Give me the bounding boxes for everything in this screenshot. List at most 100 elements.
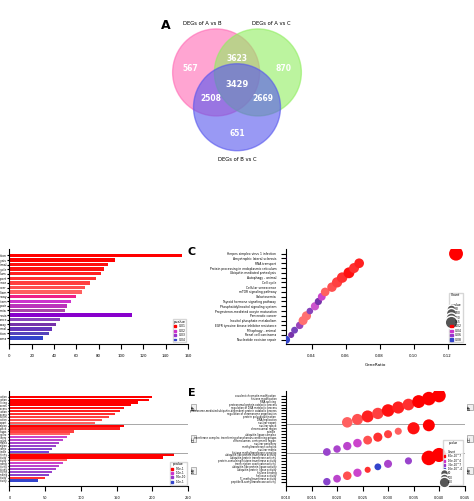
- Bar: [9, 445, 56, 447]
- Bar: [9, 323, 56, 326]
- Point: [435, 392, 443, 400]
- Bar: [9, 453, 173, 455]
- Bar: [9, 479, 38, 481]
- Point: [405, 457, 412, 465]
- Bar: [9, 416, 109, 418]
- Bar: [9, 436, 66, 438]
- Text: DEGs of A vs C: DEGs of A vs C: [253, 21, 291, 26]
- Point: [333, 279, 341, 287]
- Bar: [9, 410, 120, 412]
- Point: [435, 451, 443, 459]
- Point: [283, 336, 290, 344]
- Text: C: C: [188, 246, 196, 257]
- Point: [374, 409, 382, 417]
- Point: [315, 298, 322, 306]
- Bar: [9, 272, 101, 276]
- Bar: [9, 407, 124, 409]
- Bar: [9, 456, 163, 458]
- Bar: [9, 268, 104, 271]
- Bar: [9, 318, 60, 321]
- Bar: [9, 396, 152, 398]
- Bar: [9, 259, 116, 262]
- Point: [344, 442, 351, 450]
- Bar: [9, 468, 56, 470]
- Point: [299, 317, 307, 325]
- Point: [425, 454, 433, 462]
- Bar: [9, 295, 76, 299]
- Bar: [9, 450, 49, 453]
- Bar: [9, 474, 49, 476]
- Point: [394, 403, 402, 411]
- Bar: [9, 433, 70, 435]
- Legend: 6.0e-10^7, 1.6e-10^4, 3.2e-10^7, 1.6e-10^-4, 80, 100, 150: 6.0e-10^7, 1.6e-10^4, 3.2e-10^7, 1.6e-10…: [443, 440, 463, 484]
- Bar: [9, 424, 124, 427]
- Text: 567: 567: [182, 65, 198, 74]
- Point: [323, 477, 331, 485]
- Point: [323, 448, 331, 456]
- Text: DEGs of B vs C: DEGs of B vs C: [218, 157, 256, 162]
- Text: 651: 651: [229, 129, 245, 138]
- Point: [277, 255, 285, 263]
- Bar: [9, 263, 108, 267]
- Bar: [9, 430, 74, 432]
- Bar: [9, 309, 65, 312]
- Point: [374, 463, 382, 471]
- Point: [333, 445, 341, 453]
- Point: [405, 400, 412, 408]
- Circle shape: [173, 29, 260, 116]
- Bar: [9, 462, 63, 464]
- Point: [425, 395, 433, 403]
- Point: [333, 474, 341, 482]
- Point: [364, 466, 372, 474]
- Bar: [9, 413, 115, 415]
- Point: [354, 415, 361, 423]
- Point: [354, 469, 361, 477]
- Bar: [9, 300, 71, 303]
- Point: [291, 326, 298, 334]
- Text: 2669: 2669: [253, 94, 273, 103]
- Text: E: E: [188, 388, 196, 398]
- Point: [321, 288, 329, 296]
- Text: 3623: 3623: [227, 54, 247, 63]
- Text: BP: BP: [191, 404, 195, 410]
- Point: [296, 321, 303, 329]
- Point: [306, 307, 314, 315]
- Bar: [9, 465, 59, 467]
- Bar: [9, 459, 66, 461]
- Point: [344, 418, 351, 426]
- Point: [364, 436, 372, 444]
- Bar: [9, 277, 97, 280]
- Bar: [9, 398, 149, 401]
- Point: [303, 312, 310, 320]
- Point: [350, 264, 358, 272]
- Text: DEGs of A vs B: DEGs of A vs B: [183, 21, 221, 26]
- Point: [425, 421, 433, 429]
- Bar: [9, 336, 43, 340]
- Point: [452, 249, 460, 258]
- Point: [345, 269, 353, 277]
- Bar: [9, 419, 102, 421]
- Bar: [9, 401, 138, 404]
- Legend: 5.0e-1, 1.0e-1, 5.0e-10, 1.0e-1: 5.0e-1, 1.0e-1, 5.0e-10, 1.0e-1: [171, 461, 187, 484]
- Text: 870: 870: [276, 65, 292, 74]
- Point: [374, 433, 382, 441]
- Text: CC: CC: [191, 436, 195, 441]
- Circle shape: [214, 29, 301, 116]
- Bar: [9, 291, 82, 294]
- Text: MF: MF: [468, 467, 472, 473]
- Bar: [9, 439, 63, 441]
- X-axis label: GeneRatio: GeneRatio: [365, 363, 386, 367]
- Bar: [9, 254, 182, 257]
- Point: [328, 283, 336, 291]
- Text: 2508: 2508: [201, 94, 221, 103]
- Legend: 80, 100, 120, 155, 0.02, 0.04, 0.06, 0.08: 80, 100, 120, 155, 0.02, 0.04, 0.06, 0.0…: [449, 293, 463, 343]
- Text: CC: CC: [468, 436, 472, 441]
- Bar: [9, 471, 52, 473]
- Point: [384, 430, 392, 438]
- Circle shape: [193, 64, 281, 151]
- Text: A: A: [161, 20, 170, 33]
- Bar: [9, 327, 52, 331]
- Legend: 0.01, 0.02, 0.03, 0.04: 0.01, 0.02, 0.03, 0.04: [173, 319, 186, 343]
- Bar: [9, 332, 48, 335]
- Bar: [9, 281, 90, 285]
